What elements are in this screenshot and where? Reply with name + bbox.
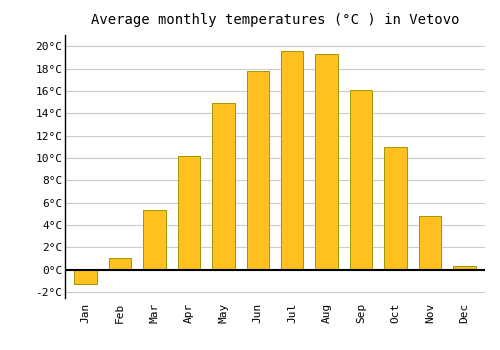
Bar — [109, 258, 132, 270]
Bar — [384, 147, 406, 270]
Bar — [246, 71, 269, 270]
Bar — [178, 156, 200, 270]
Bar — [281, 51, 303, 270]
Title: Average monthly temperatures (°C ) in Vetovo: Average monthly temperatures (°C ) in Ve… — [91, 13, 459, 27]
Bar — [212, 103, 234, 270]
Bar — [418, 216, 441, 270]
Bar — [144, 210, 166, 270]
Bar — [453, 266, 475, 270]
Bar — [316, 54, 338, 270]
Bar — [74, 270, 97, 284]
Bar — [350, 90, 372, 270]
